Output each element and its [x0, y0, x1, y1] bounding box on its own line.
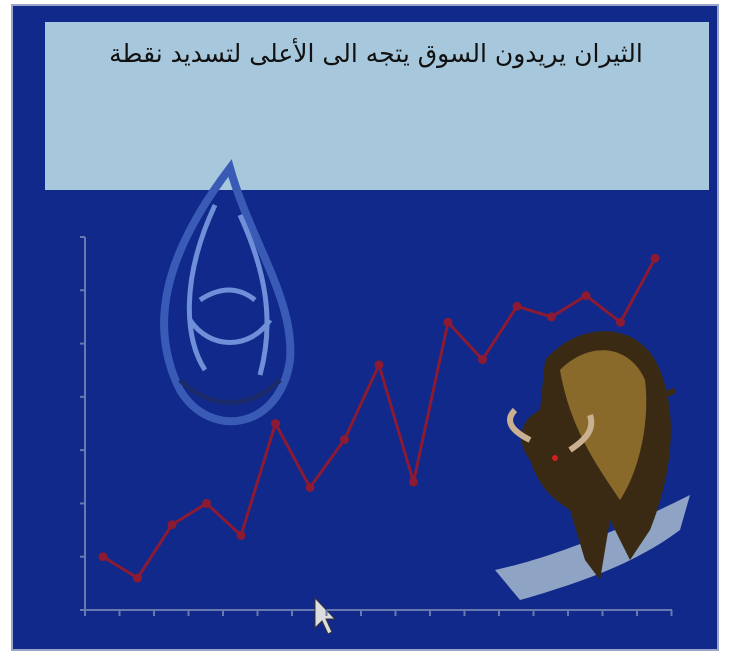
title-box: [45, 22, 709, 190]
data-point: [202, 498, 211, 508]
data-point: [305, 482, 315, 492]
mouse-cursor: [314, 596, 337, 635]
data-point: [409, 477, 418, 487]
data-point: [167, 520, 177, 530]
data-point: [271, 419, 280, 428]
bull-illustration: [495, 331, 690, 600]
data-point: [443, 317, 453, 327]
data-point: [98, 552, 108, 562]
data-point: [616, 317, 625, 327]
data-point: [133, 573, 142, 583]
logo: [160, 159, 295, 426]
data-point: [512, 301, 522, 311]
data-point: [340, 434, 349, 444]
data-point: [650, 253, 660, 263]
data-point: [374, 360, 384, 370]
data-point: [547, 312, 556, 322]
data-point: [581, 291, 591, 301]
data-point: [478, 355, 487, 365]
data-point: [236, 530, 246, 540]
chart-title: الثيران يريدون السوق يتجه الى الأعلى لتس…: [109, 37, 643, 69]
